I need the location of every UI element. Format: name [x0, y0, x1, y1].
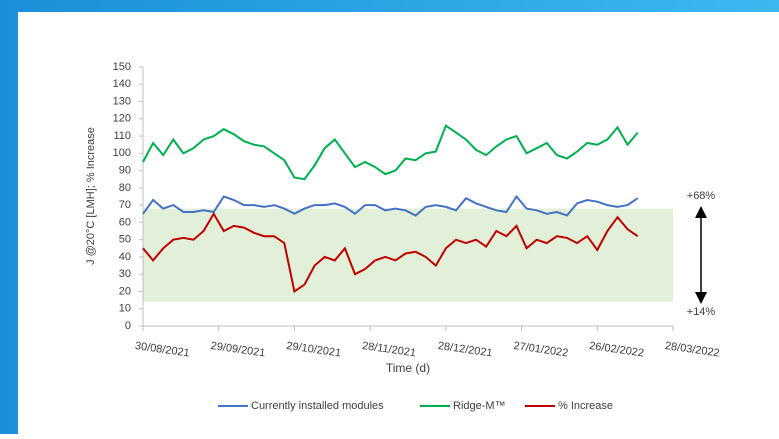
y-tick-label: 130 [113, 95, 131, 107]
y-tick-label: 30 [119, 268, 131, 280]
annotation: +14% [687, 306, 716, 318]
y-tick-label: 60 [119, 216, 131, 228]
legend-label: % Increase [558, 400, 613, 412]
y-tick-label: 100 [113, 147, 131, 159]
series-line [142, 124, 639, 181]
y-tick-label: 10 [119, 303, 131, 315]
y-tick-label: 40 [119, 251, 131, 263]
y-tick-label: 70 [119, 199, 131, 211]
y-tick-label: 140 [113, 78, 131, 90]
series-line [142, 211, 639, 294]
y-tick-label: 90 [119, 165, 131, 177]
series-line [142, 194, 639, 217]
y-tick-label: 80 [119, 182, 131, 194]
y-tick-label: 120 [113, 113, 131, 125]
x-axis-label: Time (d) [386, 361, 430, 375]
shaded-range [143, 208, 673, 302]
y-tick-label: 50 [119, 234, 131, 246]
y-tick-label: 150 [113, 61, 131, 73]
y-tick-label: 110 [113, 130, 131, 142]
legend-label: Currently installed modules [251, 400, 384, 412]
annotation: +68% [687, 190, 716, 202]
y-tick-label: 0 [125, 320, 131, 332]
y-tick-label: 20 [119, 285, 131, 297]
y-axis-label: J @20°C [LMH]; % Increase [85, 127, 97, 265]
legend-label: Ridge-M™ [453, 400, 506, 412]
